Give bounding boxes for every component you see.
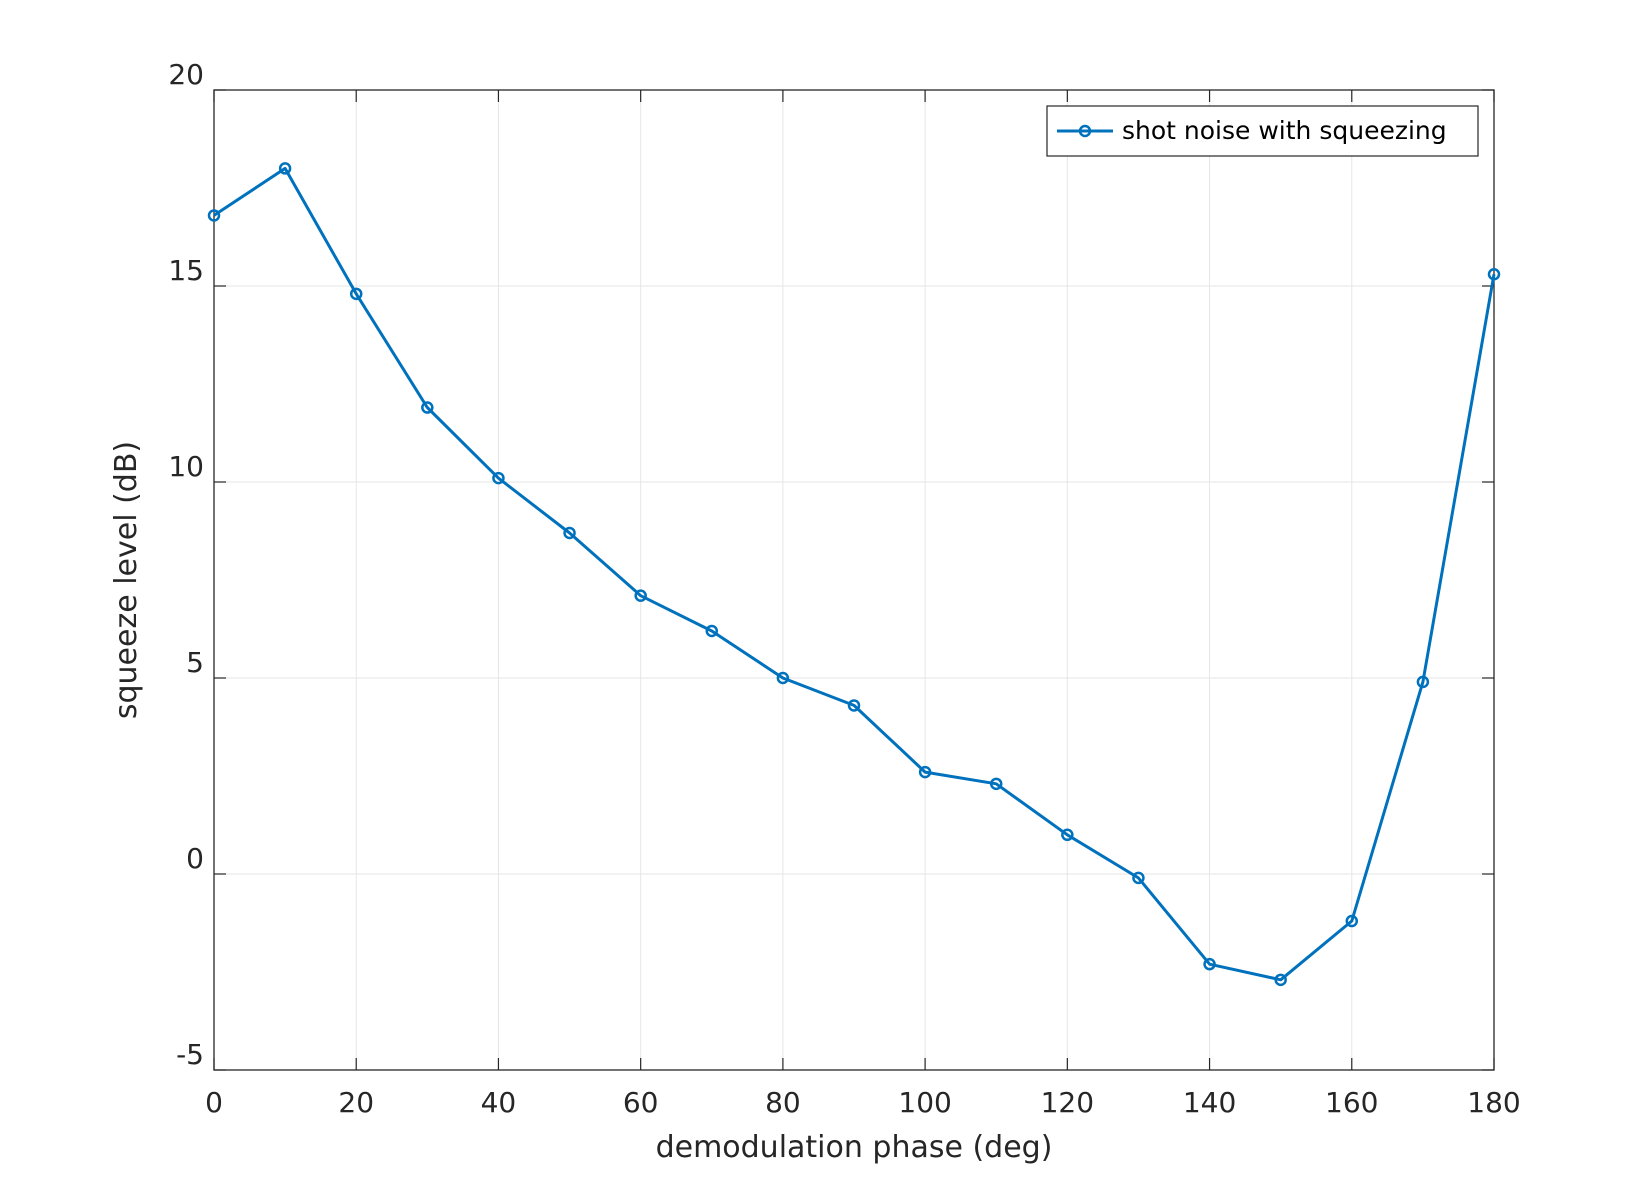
data-point <box>776 671 790 685</box>
y-tick-label: 0 <box>186 842 204 875</box>
x-tick-label: 80 <box>765 1086 801 1119</box>
legend-box <box>1046 105 1479 157</box>
x-tick-label: 60 <box>623 1086 659 1119</box>
data-point <box>207 209 221 222</box>
legend-label: shot noise with squeezing <box>1122 116 1447 145</box>
x-tick-label: 140 <box>1183 1086 1236 1119</box>
data-point <box>349 287 363 301</box>
series-layer <box>207 162 1501 987</box>
plot-frame <box>213 89 1495 1071</box>
data-point <box>563 526 576 540</box>
x-tick-label: 160 <box>1325 1086 1378 1119</box>
series-line <box>213 166 1496 982</box>
legend-marker-sample <box>1078 124 1092 138</box>
y-tick-label: -5 <box>176 1038 204 1071</box>
data-point <box>1274 973 1287 987</box>
data-point <box>1132 871 1145 885</box>
x-tick-label: 180 <box>1467 1086 1520 1119</box>
x-tick-label: 120 <box>1041 1086 1094 1119</box>
y-axis-title: squeeze level (dB) <box>109 441 144 719</box>
data-point <box>421 401 434 414</box>
y-tick-label: 20 <box>168 58 204 91</box>
y-tick-label: 10 <box>168 450 204 483</box>
data-point <box>634 589 647 602</box>
x-axis-title: demodulation phase (deg) <box>656 1130 1053 1165</box>
data-point <box>1061 828 1074 842</box>
x-tick-label: 0 <box>205 1086 223 1119</box>
x-tick-label: 40 <box>481 1086 517 1119</box>
data-point <box>847 699 861 712</box>
data-point <box>1203 957 1216 971</box>
x-tick-label: 100 <box>898 1086 951 1119</box>
plot-background <box>214 90 1494 1070</box>
data-point <box>278 162 292 175</box>
data-point <box>1487 267 1501 281</box>
data-point <box>1345 914 1359 928</box>
y-tick-label: 15 <box>168 254 204 287</box>
data-point <box>492 471 505 485</box>
data-point <box>989 777 1003 791</box>
data-point <box>705 624 719 638</box>
data-point <box>1416 675 1430 689</box>
y-tick-label: 5 <box>186 646 204 679</box>
legend: shot noise with squeezing <box>1046 105 1479 157</box>
x-tick-label: 20 <box>338 1086 374 1119</box>
data-point <box>918 765 932 779</box>
